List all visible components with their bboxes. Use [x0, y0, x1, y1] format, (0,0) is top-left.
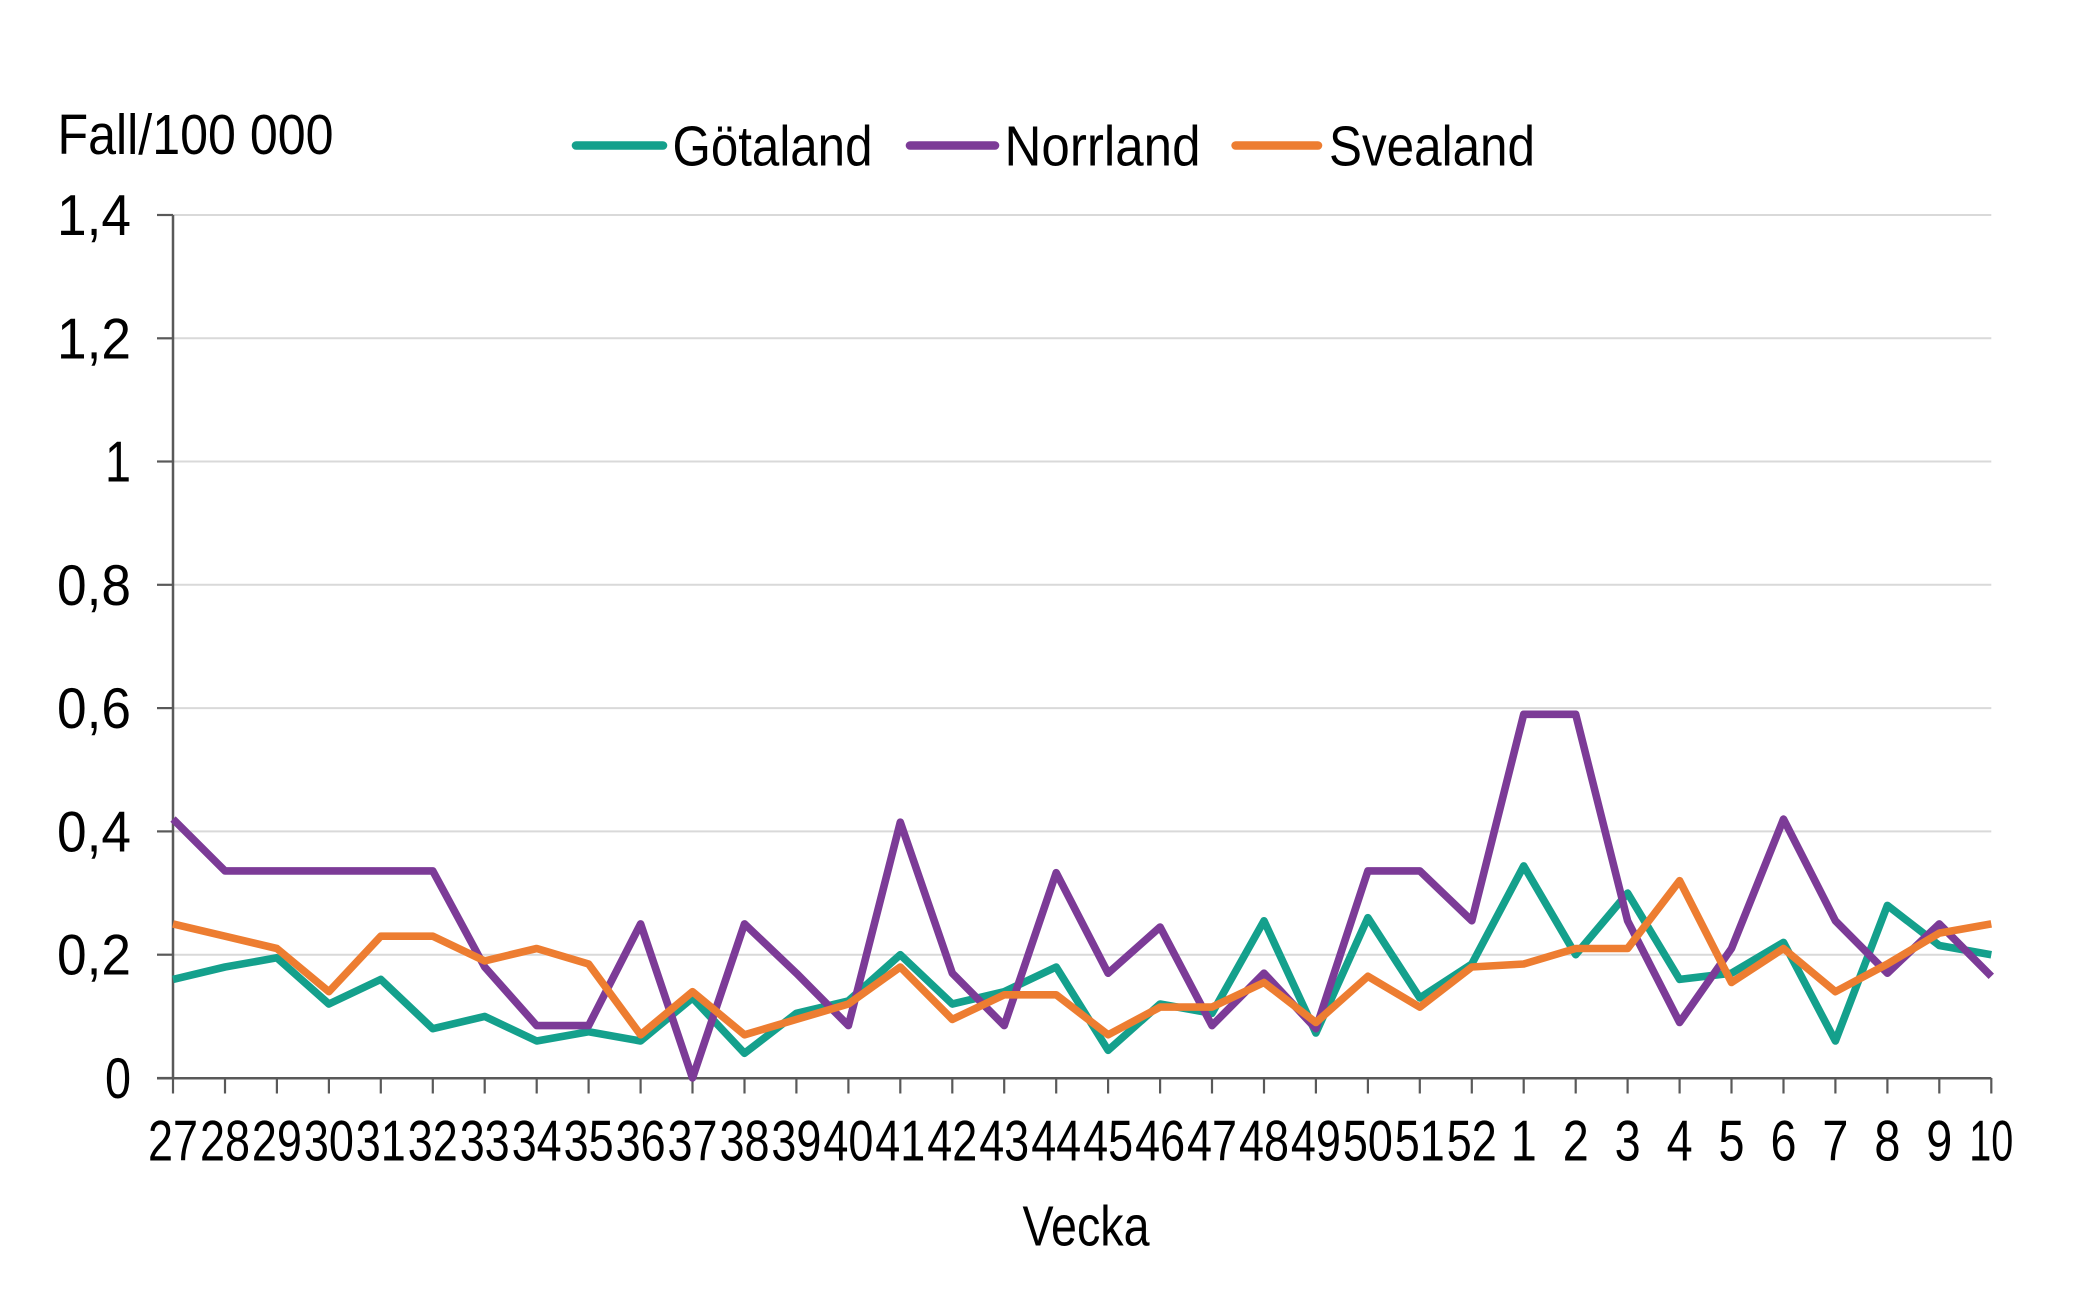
svg-text:8: 8: [1874, 1110, 1900, 1174]
svg-text:3: 3: [1615, 1110, 1641, 1174]
svg-text:4: 4: [1667, 1110, 1693, 1174]
svg-text:1: 1: [1511, 1110, 1537, 1174]
svg-text:Fall/100 000: Fall/100 000: [58, 103, 334, 166]
svg-text:6: 6: [1771, 1110, 1797, 1174]
svg-text:0,6: 0,6: [57, 677, 131, 741]
svg-text:39: 39: [771, 1110, 821, 1174]
svg-text:47: 47: [1187, 1110, 1237, 1174]
svg-text:9: 9: [1926, 1110, 1952, 1174]
svg-text:1: 1: [105, 431, 131, 495]
svg-text:Vecka: Vecka: [1023, 1194, 1150, 1257]
svg-text:43: 43: [979, 1110, 1029, 1174]
svg-text:Svealand: Svealand: [1329, 115, 1535, 178]
svg-text:41: 41: [875, 1110, 925, 1174]
svg-text:35: 35: [564, 1110, 614, 1174]
svg-text:27: 27: [148, 1110, 198, 1174]
svg-text:0,8: 0,8: [57, 554, 131, 618]
svg-text:49: 49: [1291, 1110, 1341, 1174]
svg-text:1,4: 1,4: [57, 184, 131, 248]
svg-text:10: 10: [1969, 1110, 2013, 1174]
svg-text:38: 38: [720, 1110, 770, 1174]
svg-text:Norrland: Norrland: [1005, 115, 1201, 178]
svg-text:Götaland: Götaland: [673, 115, 873, 178]
svg-text:5: 5: [1719, 1110, 1745, 1174]
svg-text:1,2: 1,2: [57, 307, 131, 371]
svg-text:37: 37: [668, 1110, 718, 1174]
svg-text:33: 33: [460, 1110, 510, 1174]
svg-text:46: 46: [1135, 1110, 1185, 1174]
svg-text:44: 44: [1031, 1110, 1081, 1174]
svg-text:7: 7: [1822, 1110, 1848, 1174]
svg-text:48: 48: [1239, 1110, 1289, 1174]
svg-text:2: 2: [1563, 1110, 1589, 1174]
svg-text:40: 40: [823, 1110, 873, 1174]
svg-text:30: 30: [304, 1110, 354, 1174]
svg-text:0,4: 0,4: [57, 800, 131, 864]
svg-text:32: 32: [408, 1110, 458, 1174]
svg-text:28: 28: [200, 1110, 250, 1174]
svg-text:0,2: 0,2: [57, 924, 131, 988]
svg-text:0: 0: [105, 1047, 131, 1111]
svg-text:29: 29: [252, 1110, 302, 1174]
svg-text:31: 31: [356, 1110, 406, 1174]
svg-text:36: 36: [616, 1110, 666, 1174]
svg-text:50: 50: [1343, 1110, 1393, 1174]
svg-text:51: 51: [1395, 1110, 1445, 1174]
svg-text:42: 42: [927, 1110, 977, 1174]
svg-text:45: 45: [1083, 1110, 1133, 1174]
svg-text:34: 34: [512, 1110, 562, 1174]
svg-text:52: 52: [1447, 1110, 1497, 1174]
